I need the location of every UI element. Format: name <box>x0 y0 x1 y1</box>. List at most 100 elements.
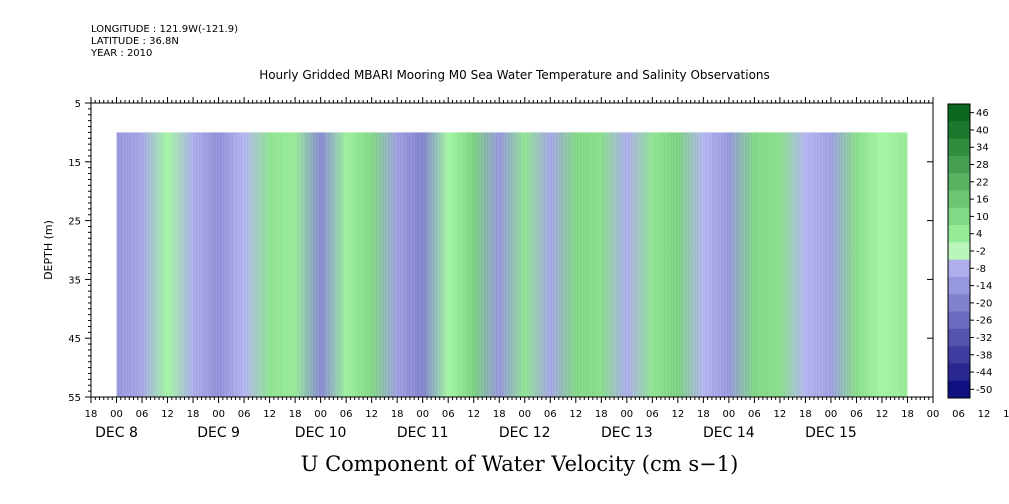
heatmap-texture-streak <box>263 132 266 397</box>
heatmap-texture-streak <box>314 132 317 397</box>
heatmap-texture-streak <box>668 132 671 397</box>
heatmap-texture-streak <box>572 132 575 397</box>
heatmap-texture-streak <box>734 132 737 397</box>
colorbar-segment <box>948 363 970 382</box>
x-date-label: DEC 13 <box>601 425 653 441</box>
heatmap-texture-streak <box>875 132 878 397</box>
heatmap-texture-streak <box>569 132 572 397</box>
heatmap-texture-streak <box>824 132 827 397</box>
heatmap-texture-streak <box>764 132 767 397</box>
heatmap-texture-streak <box>152 132 155 397</box>
heatmap-texture-streak <box>341 132 344 397</box>
heatmap-texture-streak <box>128 132 131 397</box>
heatmap-texture-streak <box>206 132 209 397</box>
heatmap-texture-streak <box>155 132 158 397</box>
heatmap-texture-streak <box>146 132 149 397</box>
heatmap-texture-streak <box>713 132 716 397</box>
heatmap-texture-streak <box>758 132 761 397</box>
heatmap-texture-streak <box>470 132 473 397</box>
heatmap-texture-streak <box>749 132 752 397</box>
heatmap-texture-streak <box>809 132 812 397</box>
heatmap-texture-streak <box>200 132 203 397</box>
heatmap-texture-streak <box>305 132 308 397</box>
x-hour-tick-label: 00 <box>518 409 531 420</box>
chart-variable-title: U Component of Water Velocity (cm s−1) <box>300 452 739 476</box>
heatmap-texture-streak <box>443 132 446 397</box>
heatmap-texture-streak <box>608 132 611 397</box>
heatmap-axes: 5 15 25 35 45 55 18 00 06 12 18 00 06 12 18 00 06 12 18 00 0… <box>68 97 1009 441</box>
x-hour-tick-label: 12 <box>774 409 787 420</box>
heatmap-texture-streak <box>344 132 347 397</box>
heatmap-texture-streak <box>629 132 632 397</box>
x-hour-tick-label: 18 <box>85 409 98 420</box>
heatmap-texture-streak <box>248 132 251 397</box>
heatmap-texture-streak <box>584 132 587 397</box>
heatmap-texture-streak <box>224 132 227 397</box>
heatmap-texture-streak <box>719 132 722 397</box>
x-hour-tick-label: 12 <box>467 409 480 420</box>
heatmap-field <box>116 132 908 397</box>
heatmap-texture-streak <box>287 132 290 397</box>
heatmap-texture-streak <box>545 132 548 397</box>
heatmap-texture-streak <box>497 132 500 397</box>
heatmap-texture-streak <box>434 132 437 397</box>
heatmap-texture-streak <box>767 132 770 397</box>
heatmap-texture-streak <box>176 132 179 397</box>
heatmap-texture-streak <box>209 132 212 397</box>
heatmap-texture-streak <box>284 132 287 397</box>
y-axis-label: DEPTH (m) <box>42 220 55 280</box>
plot-title: Hourly Gridded MBARI Mooring M0 Sea Wate… <box>259 68 770 82</box>
colorbar-segment <box>948 207 970 226</box>
heatmap-texture-streak <box>674 132 677 397</box>
colorbar-label: -8 <box>976 264 986 275</box>
colorbar-label: 28 <box>976 160 989 171</box>
heatmap-texture-streak <box>524 132 527 397</box>
heatmap-texture-streak <box>419 132 422 397</box>
heatmap-texture-streak <box>854 132 857 397</box>
heatmap-texture-streak <box>515 132 518 397</box>
x-hour-tick-label: 18 <box>1003 409 1009 420</box>
heatmap-texture-streak <box>527 132 530 397</box>
heatmap-texture-streak <box>899 132 902 397</box>
heatmap-texture-streak <box>512 132 515 397</box>
heatmap-texture-streak <box>833 132 836 397</box>
x-hour-tick-label: 00 <box>212 409 225 420</box>
colorbar-segment <box>948 259 970 278</box>
heatmap-texture-streak <box>812 132 815 397</box>
colorbar-label: -44 <box>976 368 992 379</box>
heatmap-texture-streak <box>311 132 314 397</box>
heatmap-texture-streak <box>755 132 758 397</box>
colorbar-label: 46 <box>976 108 989 119</box>
heatmap-texture-streak <box>269 132 272 397</box>
heatmap-texture-streak <box>563 132 566 397</box>
heatmap-texture-streak <box>890 132 893 397</box>
heatmap-texture-streak <box>479 132 482 397</box>
heatmap-texture-streak <box>485 132 488 397</box>
heatmap-texture-streak <box>602 132 605 397</box>
heatmap-texture-streak <box>350 132 353 397</box>
heatmap-texture-streak <box>164 132 167 397</box>
heatmap-texture-streak <box>815 132 818 397</box>
x-hour-tick-label: 06 <box>340 409 353 420</box>
x-hour-tick-label: 18 <box>289 409 302 420</box>
heatmap-texture-streak <box>737 132 740 397</box>
heatmap-texture-streak <box>596 132 599 397</box>
longitude-label: LONGITUDE : 121.9W(-121.9) <box>91 24 238 35</box>
colorbar-label: 34 <box>976 143 989 154</box>
heatmap-texture-streak <box>317 132 320 397</box>
heatmap-texture-streak <box>218 132 221 397</box>
heatmap-texture-streak <box>884 132 887 397</box>
heatmap-texture-streak <box>437 132 440 397</box>
heatmap-texture-streak <box>683 132 686 397</box>
heatmap-texture-streak <box>386 132 389 397</box>
heatmap-texture-streak <box>407 132 410 397</box>
heatmap-texture-streak <box>557 132 560 397</box>
heatmap-texture-streak <box>167 132 170 397</box>
heatmap-texture-streak <box>848 132 851 397</box>
heatmap-texture-streak <box>533 132 536 397</box>
heatmap-texture-streak <box>338 132 341 397</box>
heatmap-texture-streak <box>245 132 248 397</box>
heatmap-texture-streak <box>230 132 233 397</box>
colorbar-label: 10 <box>976 212 989 223</box>
heatmap-texture-streak <box>776 132 779 397</box>
